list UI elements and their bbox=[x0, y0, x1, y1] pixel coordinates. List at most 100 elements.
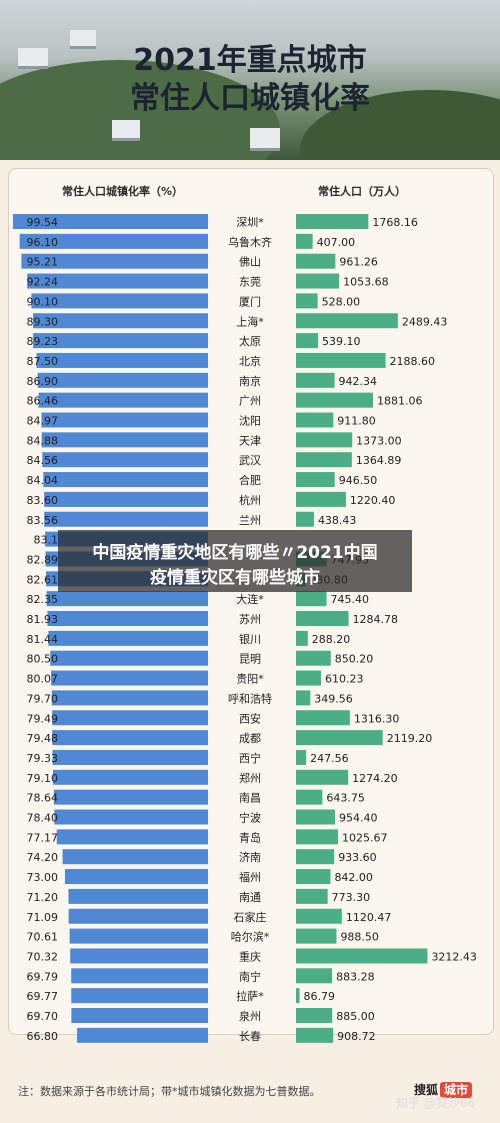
left-bar bbox=[38, 392, 209, 408]
left-bar bbox=[48, 630, 209, 646]
right-bar bbox=[296, 749, 307, 765]
category-label: 深圳* bbox=[236, 216, 264, 229]
left-bar bbox=[47, 611, 208, 626]
left-bar bbox=[52, 769, 208, 785]
right-bar-label: 1120.47 bbox=[346, 911, 392, 924]
left-bar-label: 82.35 bbox=[27, 593, 59, 606]
right-column-header: 常住人口（万人） bbox=[318, 185, 406, 198]
left-bar bbox=[12, 214, 209, 229]
category-label: 郑州 bbox=[239, 771, 261, 785]
left-bar bbox=[32, 313, 208, 329]
left-bar-label: 69.79 bbox=[27, 970, 59, 983]
right-bar bbox=[296, 809, 336, 825]
category-label: 宁波 bbox=[239, 811, 261, 825]
right-bar bbox=[296, 333, 319, 349]
left-bar bbox=[41, 412, 208, 428]
right-bar-label: 908.72 bbox=[337, 1030, 376, 1043]
left-bar-label: 84.97 bbox=[27, 415, 59, 428]
left-bar-label: 96.10 bbox=[27, 236, 59, 249]
right-bar bbox=[296, 670, 321, 686]
category-label: 成都 bbox=[239, 732, 261, 745]
left-bar-label: 99.54 bbox=[27, 216, 59, 229]
left-bar bbox=[70, 948, 209, 964]
right-bar-label: 3212.43 bbox=[431, 950, 477, 963]
left-bar bbox=[31, 293, 209, 309]
left-bar-label: 82.89 bbox=[27, 553, 59, 566]
left-bar bbox=[42, 452, 208, 468]
right-bar-label: 610.23 bbox=[325, 673, 364, 686]
left-bar bbox=[37, 372, 209, 388]
category-label: 南宁 bbox=[239, 969, 261, 983]
category-label: 石家庄 bbox=[234, 910, 267, 924]
left-bar bbox=[41, 432, 209, 448]
left-bar-label: 83.1 bbox=[34, 534, 59, 547]
category-label: 南通 bbox=[239, 891, 261, 904]
house-shape bbox=[18, 48, 48, 69]
right-bar bbox=[296, 432, 353, 448]
right-bar-label: 954.40 bbox=[339, 812, 378, 825]
right-bar-label: 1053.68 bbox=[343, 276, 389, 289]
category-label: 太原 bbox=[239, 335, 261, 348]
left-bar-label: 89.30 bbox=[27, 315, 59, 328]
left-bar-label: 69.70 bbox=[27, 1010, 59, 1023]
left-bar bbox=[54, 809, 208, 825]
left-bar bbox=[43, 472, 208, 488]
right-bar bbox=[296, 769, 349, 785]
left-bar-label: 79.49 bbox=[27, 712, 59, 725]
left-bar-label: 84.04 bbox=[27, 474, 59, 487]
right-bar bbox=[296, 928, 337, 944]
category-label: 佛山 bbox=[239, 256, 261, 269]
left-bar bbox=[62, 849, 209, 865]
right-bar bbox=[296, 650, 331, 666]
right-bar bbox=[296, 452, 352, 468]
category-label: 乌鲁木齐 bbox=[228, 235, 272, 249]
right-bar-label: 850.20 bbox=[335, 653, 374, 666]
left-bar bbox=[71, 988, 209, 1004]
left-bar-label: 86.90 bbox=[27, 375, 59, 388]
right-bar bbox=[296, 372, 335, 388]
right-bar bbox=[296, 1027, 334, 1043]
category-label: 武汉 bbox=[239, 454, 261, 467]
category-label: 上海* bbox=[236, 314, 264, 328]
left-bar bbox=[21, 253, 209, 269]
right-bar-label: 911.80 bbox=[337, 415, 376, 428]
left-bar bbox=[77, 1027, 209, 1043]
left-bar bbox=[64, 869, 208, 885]
right-bar-label: 883.28 bbox=[336, 970, 375, 983]
right-bar bbox=[296, 869, 331, 885]
left-bar bbox=[71, 1008, 208, 1023]
right-bar bbox=[296, 1008, 333, 1023]
left-bar bbox=[36, 352, 208, 368]
right-bar bbox=[296, 412, 334, 428]
left-bar-label: 74.20 bbox=[27, 851, 59, 864]
overlay-line-1: 中国疫情重灾地区有哪些〃2021中国 bbox=[92, 543, 378, 563]
right-bar bbox=[296, 214, 369, 229]
left-bar-label: 70.32 bbox=[27, 950, 59, 963]
left-bar bbox=[44, 491, 209, 507]
category-label: 呼和浩特 bbox=[228, 691, 272, 705]
left-bar-label: 82.61 bbox=[27, 573, 59, 586]
right-bar-label: 1220.40 bbox=[350, 494, 396, 507]
left-bar-label: 71.20 bbox=[27, 891, 59, 904]
right-bar-label: 885.00 bbox=[336, 1010, 375, 1023]
right-bar bbox=[296, 908, 342, 924]
right-bar bbox=[296, 789, 323, 805]
right-bar-label: 1284.78 bbox=[353, 613, 399, 626]
category-label: 南京 bbox=[239, 374, 261, 388]
right-bar-label: 946.50 bbox=[339, 474, 378, 487]
brand-tag: 城市 bbox=[440, 1082, 473, 1098]
category-label: 长春 bbox=[239, 1030, 261, 1043]
house-shape bbox=[112, 120, 140, 141]
category-label: 泉州 bbox=[239, 1009, 261, 1023]
left-bar-label: 66.80 bbox=[27, 1030, 59, 1043]
category-label: 哈尔滨* bbox=[231, 930, 270, 944]
left-bar-label: 79.48 bbox=[27, 732, 59, 745]
title-line-2: 常住人口城镇化率 bbox=[130, 81, 370, 116]
right-bar bbox=[296, 491, 346, 507]
left-bar-label: 86.46 bbox=[27, 395, 59, 408]
left-bar bbox=[68, 908, 208, 924]
category-label: 昆明 bbox=[239, 653, 261, 666]
category-label: 广州 bbox=[239, 395, 261, 408]
right-bar bbox=[296, 611, 349, 626]
right-bar-label: 1025.67 bbox=[342, 831, 388, 844]
